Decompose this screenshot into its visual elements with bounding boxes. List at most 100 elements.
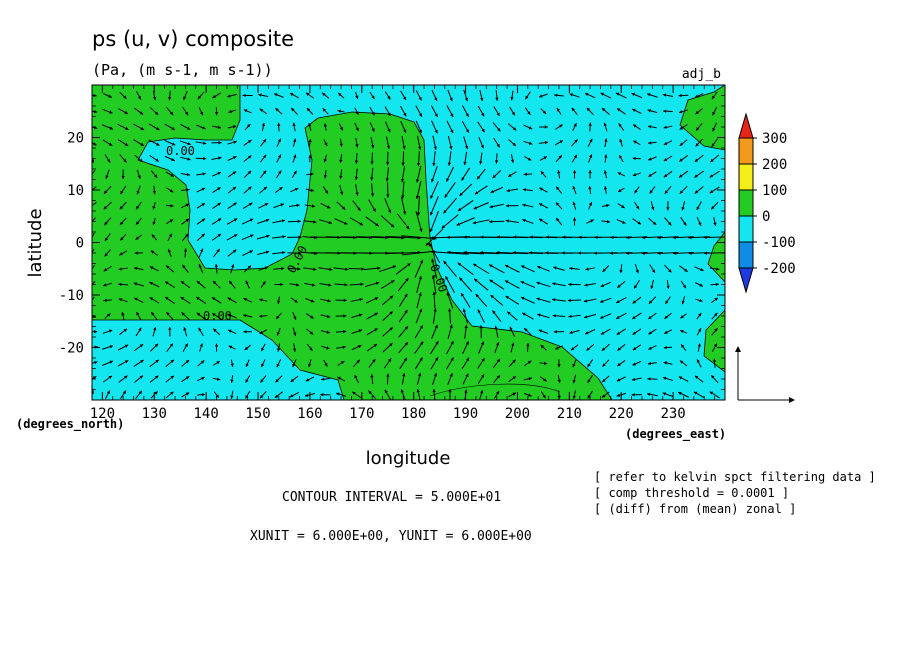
wind-vector-head <box>586 347 590 351</box>
wind-vector-head <box>169 189 174 193</box>
wind-vector-head <box>310 299 315 303</box>
wind-vector-head <box>481 374 485 378</box>
wind-vector-head <box>572 379 576 384</box>
wind-vector-head <box>279 187 283 191</box>
wind-vector-head <box>199 111 204 116</box>
wind-vector-head <box>292 122 296 127</box>
wind-vector-head <box>510 97 514 101</box>
wind-vector-head <box>418 373 422 377</box>
wind-vector-head <box>217 202 221 206</box>
wind-vector-head <box>352 391 356 395</box>
wind-vector-head <box>339 159 343 163</box>
wind-vector-head <box>371 111 375 116</box>
wind-vector-head <box>407 263 411 267</box>
wind-vector-head <box>248 202 253 206</box>
wind-vector-head <box>276 315 280 319</box>
wind-vector-head <box>311 204 316 208</box>
wind-vector-head <box>201 218 206 222</box>
wind-vector-head <box>133 282 138 286</box>
wind-vector-head <box>619 155 623 159</box>
wind-vector-head <box>371 128 375 132</box>
wind-vector-head <box>617 347 621 351</box>
wind-vector-head <box>556 217 560 222</box>
wind-vector-head <box>505 264 509 269</box>
wind-vector-head <box>490 189 495 193</box>
wind-vector-head <box>617 172 622 176</box>
panel-label: adj_b <box>682 67 721 82</box>
wind-vector <box>430 181 439 199</box>
wind-vector-head <box>213 328 217 332</box>
wind-vector-head <box>481 113 485 117</box>
colorbar-segment <box>738 241 754 269</box>
x-unit-label: (degrees_east) <box>625 427 726 442</box>
wind-vector-head <box>449 324 453 328</box>
wind-vector-head <box>372 359 376 363</box>
wind-vector-head <box>183 248 188 252</box>
wind-vector-head <box>538 329 543 333</box>
wind-vector-head <box>305 92 310 96</box>
wind-vector-head <box>105 175 109 179</box>
wind-vector-head <box>215 394 219 398</box>
contour-label: 0.00 <box>203 309 232 323</box>
wind-vector-head <box>140 127 145 130</box>
wind-vector-head <box>201 203 206 207</box>
wind-vector-head <box>154 111 159 115</box>
wind-vector-head <box>462 308 466 313</box>
wind-vector-head <box>587 379 591 383</box>
wind-vector-head <box>679 190 684 194</box>
wind-vector-head <box>537 265 541 269</box>
wind-vector-head <box>464 145 469 150</box>
wind-vector-head <box>418 97 422 101</box>
wind-vector-head <box>683 222 687 226</box>
wind-vector-head <box>183 327 187 331</box>
positive-region-east-bottom <box>703 309 725 373</box>
wind-vector-head <box>495 97 499 101</box>
wind-vector-head <box>405 278 409 282</box>
wind-vector-head <box>555 346 559 350</box>
wind-vector-head <box>481 358 485 362</box>
colorbar-bottom-triangle <box>738 267 754 294</box>
wind-vector-head <box>387 112 391 116</box>
wind-vector-head <box>456 222 461 226</box>
wind-vector-head <box>321 377 325 381</box>
wind-vector-head <box>663 157 668 162</box>
wind-vector-head <box>121 311 125 316</box>
wind-vector-head <box>588 170 592 174</box>
wind-vector-head <box>228 345 233 349</box>
wind-vector-head <box>389 295 394 299</box>
wind-vector-head <box>489 219 493 224</box>
wind-vector-head <box>523 172 527 176</box>
plot-area: 120 130 140 150 160 170 180 190 200 210 220 230 -20… <box>59 84 726 422</box>
wind-vector-head <box>326 205 331 209</box>
wind-vector-head <box>418 292 422 296</box>
wind-vector-head <box>714 312 718 317</box>
wind-vector-head <box>151 234 156 238</box>
wind-vector-head <box>247 140 252 144</box>
wind-vector-head <box>657 235 661 240</box>
wind-vector-head <box>418 113 422 117</box>
wind-vector-head <box>298 235 302 239</box>
wind-vector-head <box>662 392 667 396</box>
wind-vector-head <box>552 314 556 318</box>
wind-vector-head <box>92 390 95 394</box>
wind-vector-head <box>418 308 423 313</box>
wind-vector-head <box>93 329 98 334</box>
wind-vector-head <box>247 170 252 175</box>
wind-vector-head <box>684 268 688 272</box>
wind-vector-head <box>474 278 478 282</box>
wind-vector-head <box>326 346 330 350</box>
wind-vector-head <box>264 203 269 207</box>
wind-vector-head <box>201 392 205 397</box>
wind-vector-head <box>679 158 683 162</box>
wind-vector-head <box>496 358 501 363</box>
wind-vector-head <box>657 251 661 256</box>
wind-vector-head <box>233 156 237 160</box>
wind-vector <box>396 213 410 230</box>
wind-vector-head <box>529 235 533 239</box>
wind-vector-head <box>403 112 407 117</box>
wind-vector-head <box>594 235 598 240</box>
wind-vector-head <box>562 235 566 239</box>
wind-vector-head <box>489 279 493 283</box>
wind-vector-head <box>709 391 714 395</box>
wind-vector-head <box>698 312 702 317</box>
